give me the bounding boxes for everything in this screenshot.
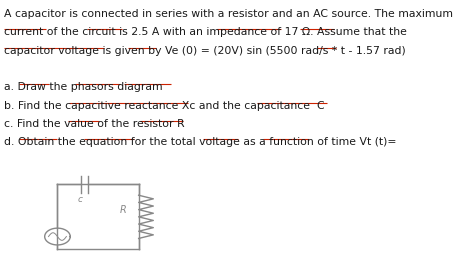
- Text: c. Find the value of the resistor R: c. Find the value of the resistor R: [4, 119, 185, 129]
- Text: b. Find the capacitive reactance Xc and the capacitance  C: b. Find the capacitive reactance Xc and …: [4, 100, 325, 111]
- Text: c: c: [77, 195, 82, 204]
- Text: a. Draw the phasors diagram: a. Draw the phasors diagram: [4, 82, 163, 92]
- Text: capacitor voltage is given by Ve (0) = (20V) sin (5500 rad/s * t - 1.57 rad): capacitor voltage is given by Ve (0) = (…: [4, 46, 406, 56]
- Text: A capacitor is connected in series with a resistor and an AC source. The maximum: A capacitor is connected in series with …: [4, 9, 454, 19]
- Text: current of the circuit is 2.5 A with an impedance of 17 Ω. Assume that the: current of the circuit is 2.5 A with an …: [4, 27, 407, 37]
- Text: R: R: [120, 206, 127, 215]
- Text: d. Obtain the equation for the total voltage as a function of time Vt (t)=: d. Obtain the equation for the total vol…: [4, 137, 397, 147]
